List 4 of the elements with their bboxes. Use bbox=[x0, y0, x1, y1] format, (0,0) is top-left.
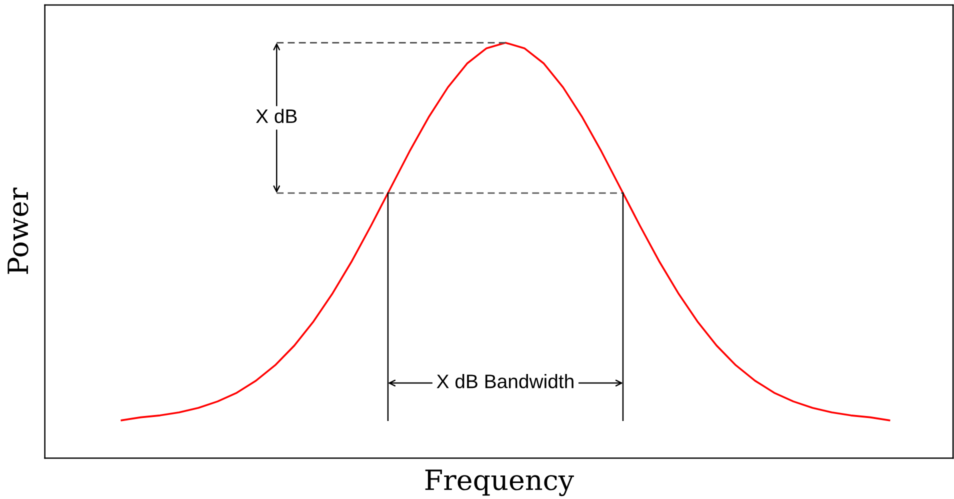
annotation: X dB bbox=[256, 108, 297, 124]
annotation: X dB Bandwidth bbox=[436, 374, 574, 388]
y-axis-title: Power bbox=[8, 188, 28, 274]
x-axis-title: Frequency bbox=[425, 470, 574, 496]
